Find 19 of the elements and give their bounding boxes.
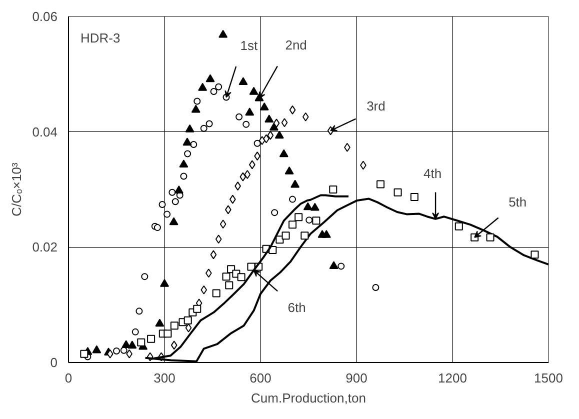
y-tick-label: 0 bbox=[50, 355, 58, 370]
y-tick-label: 0.02 bbox=[32, 240, 58, 255]
annotation: 4th bbox=[424, 166, 442, 181]
y-tick-label: 0.04 bbox=[32, 124, 58, 140]
x-tick-label: 0 bbox=[64, 370, 72, 386]
x-tick-label: 300 bbox=[154, 370, 176, 386]
x-tick-label: 600 bbox=[250, 370, 272, 386]
x-tick-label: 1200 bbox=[438, 370, 467, 386]
annotation: 6th bbox=[288, 300, 306, 316]
y-tick-label: 0.06 bbox=[32, 9, 58, 24]
annotation: 2nd bbox=[285, 37, 307, 52]
annotation: HDR-3 bbox=[80, 30, 120, 46]
annotation: 3rd bbox=[366, 98, 386, 114]
x-tick-label: 900 bbox=[346, 370, 368, 386]
annotation: 5th bbox=[508, 194, 527, 210]
annotation: 1st bbox=[240, 38, 258, 54]
x-axis-title: Cum.Production,ton bbox=[251, 390, 366, 406]
y-axis-title: C/Cₒ×10³ bbox=[9, 162, 24, 216]
x-tick-label: 1500 bbox=[534, 370, 563, 386]
